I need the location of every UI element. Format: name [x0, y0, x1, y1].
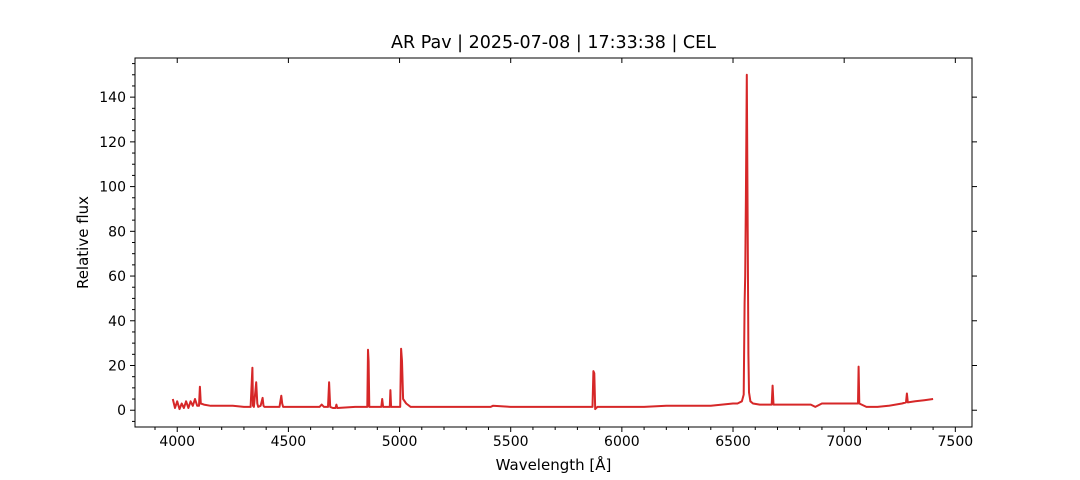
y-tick-label: 120 — [99, 135, 126, 151]
spectrum-series-line — [171, 73, 934, 411]
plot-area: 4000 4500 5000 5500 6000 6500 7000 7500 0 20 40 60… — [99, 57, 977, 450]
y-tick-label: 0 — [117, 403, 126, 419]
x-tick-label: 5500 — [493, 434, 529, 450]
x-tick-label: 4500 — [271, 434, 307, 450]
x-axis: 4000 4500 5000 5500 6000 6500 7000 7500 — [159, 58, 973, 450]
y-tick-label: 100 — [99, 180, 126, 196]
y-tick-label: 20 — [108, 359, 126, 375]
y-tick-label: 80 — [108, 224, 126, 240]
x-tick-label: 6000 — [604, 434, 640, 450]
x-axis-label: Wavelength [Å] — [496, 455, 612, 474]
series-layer — [171, 73, 934, 411]
y-tick-label: 60 — [108, 269, 126, 285]
x-tick-label: 7000 — [826, 434, 862, 450]
x-tick-label: 7500 — [938, 434, 974, 450]
x-tick-label: 5000 — [382, 434, 418, 450]
x-tick-label: 6500 — [715, 434, 751, 450]
chart-title: AR Pav | 2025-07-08 | 17:33:38 | CEL — [391, 33, 716, 53]
x-tick-label: 4000 — [159, 434, 195, 450]
plot-frame — [134, 57, 973, 428]
y-tick-label: 40 — [108, 314, 126, 330]
y-tick-label: 140 — [99, 90, 126, 106]
y-axis: 0 20 40 60 80 100 120 140 — [99, 90, 977, 419]
y-axis-label: Relative flux — [74, 196, 92, 289]
